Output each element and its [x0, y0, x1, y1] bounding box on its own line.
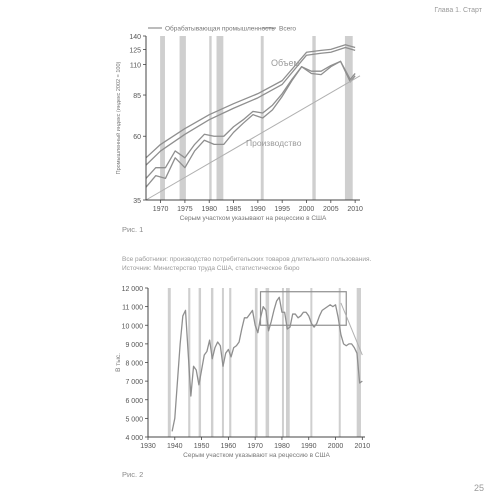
- figure-1-caption: Рис. 1: [122, 225, 144, 234]
- chart-1-y-tick-label: 125: [129, 47, 141, 54]
- chart-1-y-tick-label: 110: [130, 63, 141, 70]
- chart-1-series-line-3: [145, 46, 356, 166]
- chart-2-x-tick-label: 2000: [328, 443, 344, 450]
- chart-2-recession-bar: [310, 288, 313, 437]
- chart-1-x-tick-label: 1980: [201, 206, 217, 213]
- chart-2-recession-bar: [198, 288, 202, 437]
- chart-1-x-tick-label: 1990: [250, 206, 266, 213]
- chart-2-recession-bar: [285, 288, 290, 437]
- chart-1-x-tick-label: 2000: [299, 206, 315, 213]
- chart-1-y-tick-label: 140: [129, 34, 141, 41]
- figure-2-caption: Рис. 2: [122, 470, 144, 479]
- chart-2-y-tick-label: 12 000: [122, 286, 144, 293]
- figure-2-source-line-2: Источник: Министерство труда США, статис…: [122, 265, 300, 272]
- chart-1-recession-bar: [160, 36, 165, 200]
- chart-2-recession-bar: [229, 288, 232, 437]
- chart-2-recession-bar: [281, 288, 284, 437]
- chart-1-series-line-4: [145, 75, 361, 201]
- chart-2-recession-bar: [167, 288, 171, 437]
- chart-2-y-tick-label: 10 000: [122, 323, 144, 330]
- chart-2-recession-bar: [356, 288, 361, 437]
- figure-2-source: Все работники: производство потребительс…: [122, 255, 382, 273]
- chart-2-y-tick-label: 11 000: [122, 305, 143, 312]
- chart-2-y-tick-label: 8 000: [125, 361, 143, 368]
- chart-2-x-tick-label: 1970: [247, 443, 263, 450]
- chart-1-legend-label: Обрабатывающая промышленность: [165, 25, 275, 33]
- chart-2-x-tick-label: 1930: [140, 443, 156, 450]
- chart-2-recession-bar: [338, 288, 341, 437]
- chart-1-y-axis-label: Промышленный индекс (индекс 2002 = 100): [115, 61, 122, 174]
- chart-2-x-tick-label: 1980: [274, 443, 290, 450]
- chart-1-annotation-production: Производство: [246, 138, 302, 148]
- chart-2-y-axis-label: В тыс.: [115, 353, 122, 372]
- chart-2-x-tick-label: 2010: [355, 443, 371, 450]
- chart-1-group: 140 125 110 85 60 35 1970 1975 1980 1985 1990 1995 2…: [115, 25, 363, 223]
- chart-1-legend: Обрабатывающая промышленность Всего: [148, 25, 296, 33]
- chart-1-x-axis-label: Серым участком указывают на рецессию в С…: [180, 215, 327, 222]
- chart-1-y-tick-label: 35: [133, 198, 141, 205]
- chart-1-series-line-1: [145, 60, 356, 179]
- chart-1-x-tick-label: 1995: [274, 206, 290, 213]
- chart-1-recession-bar: [344, 36, 353, 200]
- chart-1-legend-label: Всего: [279, 26, 296, 33]
- chart-1-recession-bar: [209, 36, 212, 200]
- chart-1-recession-bar: [216, 36, 224, 200]
- chart-1-x-tick-label: 2010: [347, 206, 363, 213]
- chart-1-x-tick-label: 2005: [323, 206, 339, 213]
- chart-1-x-tick-label: 1975: [177, 206, 193, 213]
- chart-1-x-tick-label: 1985: [226, 206, 242, 213]
- chart-2-series-line-1: [340, 302, 363, 356]
- figure-2-source-line-1: Все работники: производство потребительс…: [122, 256, 372, 263]
- chart-2-x-tick-label: 1940: [167, 443, 183, 450]
- chart-2-y-tick-label: 9 000: [125, 342, 143, 349]
- page-header: Глава 1. Старт: [434, 7, 482, 14]
- chart-1-annotation-volume: Объем: [271, 58, 300, 68]
- chart-2-y-tick-label: 5 000: [125, 416, 143, 423]
- chart-2-y-tick-label: 7 000: [125, 379, 143, 386]
- chart-2-x-tick-label: 1990: [301, 443, 317, 450]
- chart-1-y-tick-label: 60: [133, 134, 141, 141]
- chart-2-y-tick-label: 6 000: [125, 398, 143, 405]
- chart-2-y-tick-label: 4 000: [125, 435, 143, 442]
- chart-2-recession-bar: [210, 288, 214, 437]
- chart-2-x-tick-label: 1950: [194, 443, 210, 450]
- chart-1-y-tick-label: 85: [133, 93, 141, 100]
- chart-2-series-line-0: [171, 296, 363, 432]
- page-number: 25: [473, 483, 484, 493]
- chart-2-recession-bar: [265, 288, 270, 437]
- chart-2-recession-bar: [254, 288, 258, 437]
- chart-2-highlight-box: [259, 291, 347, 326]
- chart-1-recession-bar: [312, 36, 316, 200]
- chart-1-recession-bar: [179, 36, 186, 200]
- chart-2-group: 12 000 11 000 10 000 9 000 8 000 7 000 6 000 5 …: [115, 286, 370, 459]
- chart-2-x-axis-label: Серым участком указывают на рецессию в С…: [183, 452, 330, 459]
- chart-1-x-tick-label: 1970: [153, 206, 169, 213]
- chart-2-x-tick-label: 1960: [221, 443, 237, 450]
- chart-1-series-line-0: [145, 60, 356, 188]
- chart-1-series-line-2: [145, 44, 356, 159]
